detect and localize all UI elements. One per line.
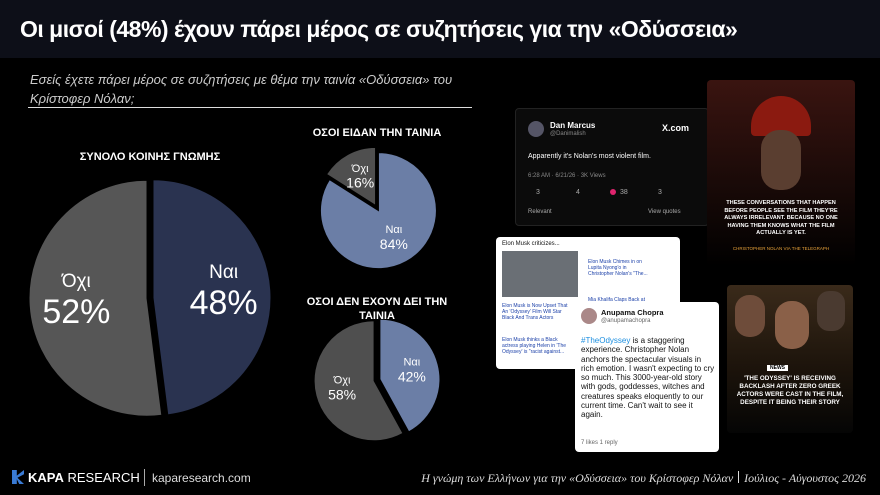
tweet-quotes: View quotes [648, 209, 681, 215]
logo-bold: KAPA [28, 470, 64, 485]
pie-title: ΟΣΟΙ ΔΕΝ ΕΧΟΥΝ ΔΕΙ ΤΗΝ ΤΑΙΝΙΑ [306, 296, 448, 322]
tweet-meta: 7 likes 1 reply [581, 440, 618, 446]
repost-count: 4 [576, 189, 580, 196]
slice-label: Όχι [333, 374, 351, 386]
pie-title: ΟΣΟΙ ΕΙΔΑΝ ΤΗΝ ΤΑΙΝΙΑ [312, 127, 442, 139]
separator [738, 471, 740, 483]
tweet-handle: @Danimalish [550, 131, 586, 137]
logo-rest: RESEARCH [67, 470, 140, 485]
helmet-crest [751, 96, 811, 136]
tweet-site: X.com [662, 123, 690, 133]
pie-slice [152, 179, 272, 416]
rule [28, 107, 472, 108]
caption: 'THE ODYSSEY' IS RECEIVING BACKLASH AFTE… [736, 375, 844, 406]
face [761, 130, 801, 190]
slice-label: Ναι [209, 262, 238, 283]
slice-label: Ναι [385, 224, 402, 236]
like-count: 38 [620, 189, 628, 196]
tweet-name: Dan Marcus [550, 121, 596, 130]
pie-slice [28, 179, 163, 417]
news-item: Elon Musk Chimes in on Lupita Nyong'o in… [588, 259, 648, 277]
value-label: 48% [190, 284, 258, 322]
image-card: THESE CONVERSATIONS THAT HAPPEN BEFORE P… [707, 80, 855, 266]
bookmark-count: 3 [658, 189, 662, 196]
credit: CHRISTOPHER NOLAN VIA THE TELEGRAPH [732, 246, 830, 251]
source: Η γνώμη των Ελλήνων για την «Οδύσσεια» τ… [421, 471, 866, 486]
news-header: Elon Musk criticizes... [502, 241, 560, 247]
separator [144, 469, 145, 486]
image-card: NEWS 'THE ODYSSEY' IS RECEIVING BACKLASH… [727, 285, 853, 433]
face [817, 291, 845, 331]
logo: KAPA RESEARCH [28, 470, 140, 485]
tweet-card: Dan Marcus @Danimalish X.com Apparently … [515, 108, 709, 226]
value-label: 16% [346, 175, 374, 191]
avatar [528, 121, 544, 137]
website: kaparesearch.com [152, 471, 251, 485]
date: Ιούλιος - Αύγουστος 2026 [744, 471, 866, 485]
tweet-card: Anupama Chopra @anupamachopra #TheOdysse… [575, 302, 719, 452]
reply-count: 3 [536, 189, 540, 196]
tweet-text: Apparently it's Nolan's most violent fil… [528, 153, 651, 160]
pie-slice [319, 152, 437, 270]
value-label: 52% [42, 293, 110, 331]
question: Εσείς έχετε πάρει μέρος σε συζητήσεις με… [30, 72, 453, 106]
news-photo [502, 251, 578, 297]
pie-slice [313, 320, 404, 442]
news-item: Mia Khalifa Claps Back at [588, 297, 645, 303]
tweet-name: Anupama Chopra [601, 308, 664, 317]
title-bar [0, 0, 880, 58]
tweet-sort: Relevant [528, 209, 552, 215]
tweet-body: is a staggering experience. Christopher … [581, 336, 715, 420]
value-label: 42% [398, 368, 426, 384]
news-item: Elon Musk thinks a Black actress playing… [502, 337, 567, 355]
avatar [581, 308, 597, 324]
quote: THESE CONVERSATIONS THAT HAPPEN BEFORE P… [724, 200, 838, 236]
news-tag: NEWS [767, 365, 788, 371]
tweet-text: #TheOdyssey is a staggering experience. … [581, 336, 715, 420]
title: Οι μισοί (48%) έχουν πάρει μέρος σε συζη… [20, 16, 738, 42]
pie-title: ΣΥΝΟΛΟ ΚΟΙΝΗΣ ΓΝΩΜΗΣ [79, 151, 221, 163]
tweet-handle: @anupamachopra [601, 318, 651, 324]
hashtag: #TheOdyssey [581, 336, 631, 345]
like-icon [610, 189, 616, 195]
face [735, 295, 765, 337]
value-label: 84% [380, 236, 408, 252]
slice-label: Ναι [403, 357, 420, 369]
tweet-meta: 6:28 AM · 6/21/26 · 3K Views [528, 173, 606, 179]
pie-slice [325, 146, 377, 207]
pie-slice [379, 318, 441, 433]
logo-mark [12, 470, 24, 484]
face [775, 301, 809, 349]
value-label: 58% [328, 386, 356, 402]
slice-label: Όχι [351, 163, 369, 175]
slice-label: Όχι [61, 271, 91, 292]
note: Η γνώμη των Ελλήνων για την «Οδύσσεια» τ… [421, 471, 734, 485]
news-item: Elon Musk is Now Upset That An 'Odyssey'… [502, 303, 568, 321]
